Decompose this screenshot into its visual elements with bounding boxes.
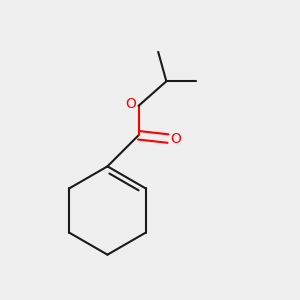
Text: O: O [171,131,182,146]
Text: O: O [125,97,136,111]
